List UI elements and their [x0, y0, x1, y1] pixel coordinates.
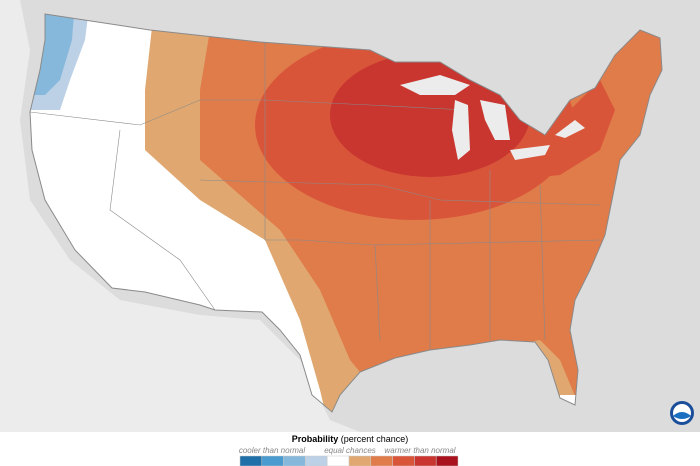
legend-swatch	[305, 455, 328, 466]
us-outline	[29, 13, 663, 413]
legend-swatches	[239, 455, 459, 466]
legend-swatch	[326, 455, 350, 466]
legend-swatch	[239, 455, 263, 466]
legend-swatch	[348, 455, 372, 466]
legend-swatch	[370, 455, 393, 466]
legend-swatch	[261, 455, 284, 466]
equal-label: equal chances	[324, 446, 376, 455]
great-lakes	[400, 75, 585, 160]
legend-subtitle: (percent chance)	[341, 434, 409, 444]
legend-swatch	[283, 455, 306, 466]
legend-title: Probability (percent chance)	[292, 434, 409, 444]
state-lines	[29, 42, 601, 350]
legend-swatch	[414, 455, 437, 466]
warmer-label: warmer than normal	[384, 446, 455, 455]
legend-swatch	[392, 455, 415, 466]
legend-title-main: Probability	[292, 434, 339, 444]
legend-swatch	[435, 455, 459, 466]
cooler-label: cooler than normal	[239, 446, 305, 455]
noaa-logo	[670, 401, 694, 425]
